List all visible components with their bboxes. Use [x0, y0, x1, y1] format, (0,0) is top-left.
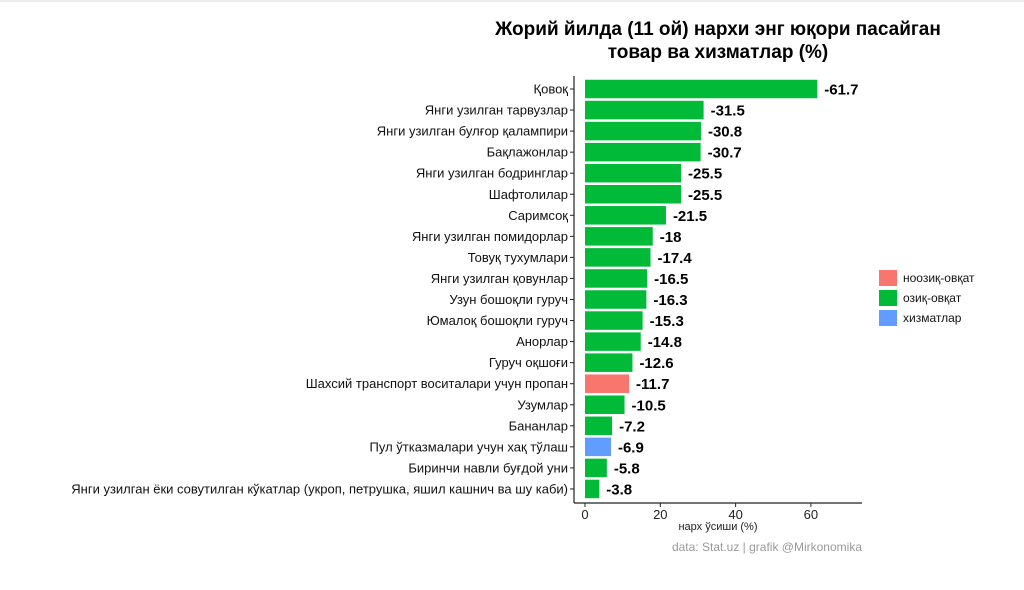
- category-label: Бақлажонлар: [487, 145, 568, 160]
- x-tick-label: 0: [581, 507, 588, 522]
- x-ticks-group: 0 20 40 60: [581, 503, 818, 522]
- value-label: -7.2: [619, 418, 645, 435]
- value-label: -12.6: [639, 355, 673, 372]
- value-label: -5.8: [614, 460, 640, 477]
- category-label: Бананлар: [509, 418, 568, 433]
- source-caption: data: Stat.uz | grafik @Mirkonomika: [672, 540, 862, 554]
- category-label: Янги узилган ёки совутилган кўкатлар (ук…: [71, 481, 568, 496]
- category-label: Шафтолилар: [489, 187, 568, 202]
- value-label: -3.8: [606, 481, 632, 498]
- bar: [585, 206, 666, 225]
- category-label: Янги узилган помидорлар: [412, 229, 568, 244]
- bar: [585, 248, 651, 267]
- bar: [585, 100, 704, 120]
- category-label: Қовоқ: [534, 82, 569, 97]
- x-tick-label: 40: [728, 507, 742, 522]
- value-label: -10.5: [632, 397, 666, 414]
- bar: [585, 479, 600, 499]
- value-label: -16.5: [654, 271, 688, 288]
- value-label: -61.7: [824, 82, 858, 99]
- x-axis-label: нарх ўсиши (%): [678, 521, 757, 533]
- bar: [585, 311, 643, 330]
- category-label: Узумлар: [517, 397, 568, 412]
- bar: [585, 416, 613, 436]
- value-label: -21.5: [673, 208, 707, 225]
- value-label: -31.5: [711, 103, 745, 120]
- chart-title-line-1: Жорий йилда (11 ой) нархи энг юқори паса…: [494, 19, 941, 40]
- value-label: -16.3: [653, 292, 687, 309]
- bar: [585, 185, 682, 204]
- chart-title: Жорий йилда (11 ой) нархи энг юқори паса…: [494, 19, 941, 63]
- legend-label: ноозиқ-овқат: [903, 271, 975, 285]
- category-label: Янги узилган бодринглар: [416, 166, 568, 181]
- x-tick-label: 60: [804, 507, 818, 522]
- bars-group: [585, 79, 818, 499]
- category-label: Юмалоқ бошоқли гуруч: [427, 313, 568, 328]
- value-labels-group: -61.7 -31.5 -30.8 -30.7 -25.5 -25.5 -21.5 -18 -1…: [606, 82, 858, 499]
- value-label: -11.7: [636, 376, 669, 393]
- bar: [585, 163, 682, 183]
- value-label: -25.5: [688, 187, 722, 204]
- legend-swatch: [879, 310, 897, 326]
- category-label: Шахсий транспорт воситалари учун пропан: [306, 376, 568, 391]
- category-label: Товуқ тухумлари: [468, 250, 568, 265]
- legend-swatch: [879, 270, 897, 286]
- bar: [585, 290, 647, 309]
- bar: [585, 353, 633, 372]
- category-label: Янги узилган тарвузлар: [425, 103, 568, 118]
- value-label: -18: [660, 229, 682, 246]
- x-tick-label: 20: [653, 507, 667, 522]
- bar: [585, 458, 607, 478]
- value-label: -30.8: [708, 124, 742, 141]
- bar: [585, 437, 611, 457]
- bar: [585, 227, 653, 246]
- value-label: -6.9: [618, 439, 644, 456]
- category-label: Янги узилган қовунлар: [431, 271, 568, 286]
- category-labels-group: Қовоқ Янги узилган тарвузлар Янги узилган …: [71, 82, 568, 497]
- chart-title-line-2: товар ва хизматлар (%): [608, 42, 829, 63]
- top-border: [0, 0, 1024, 2]
- bar: [585, 142, 701, 162]
- category-label: Гуруч оқшоғи: [489, 355, 568, 370]
- bar: [585, 332, 641, 351]
- bar: [585, 79, 818, 99]
- value-label: -15.3: [650, 313, 684, 330]
- category-label: Саримсоқ: [508, 208, 568, 223]
- value-label: -17.4: [658, 250, 693, 267]
- bar: [585, 395, 625, 414]
- legend-label: хизматлар: [903, 311, 962, 325]
- legend-label: озиқ-овқат: [903, 291, 962, 305]
- bar: [585, 121, 701, 141]
- category-label: Анорлар: [516, 334, 568, 349]
- bar: [585, 374, 630, 393]
- bar: [585, 269, 648, 288]
- category-label: Янги узилган булғор қалампири: [377, 124, 568, 139]
- legend-swatch: [879, 290, 897, 306]
- value-label: -30.7: [708, 145, 742, 162]
- legend: ноозиқ-овқат озиқ-овқат хизматлар: [879, 270, 975, 326]
- category-label: Биринчи навли буғдой уни: [408, 460, 568, 475]
- value-label: -14.8: [648, 334, 682, 351]
- category-label: Узун бошоқли гуруч: [449, 292, 568, 307]
- value-label: -25.5: [688, 166, 722, 183]
- axes-group: [570, 76, 862, 504]
- category-label: Пул ўтказмалари учун хақ тўлаш: [370, 439, 568, 454]
